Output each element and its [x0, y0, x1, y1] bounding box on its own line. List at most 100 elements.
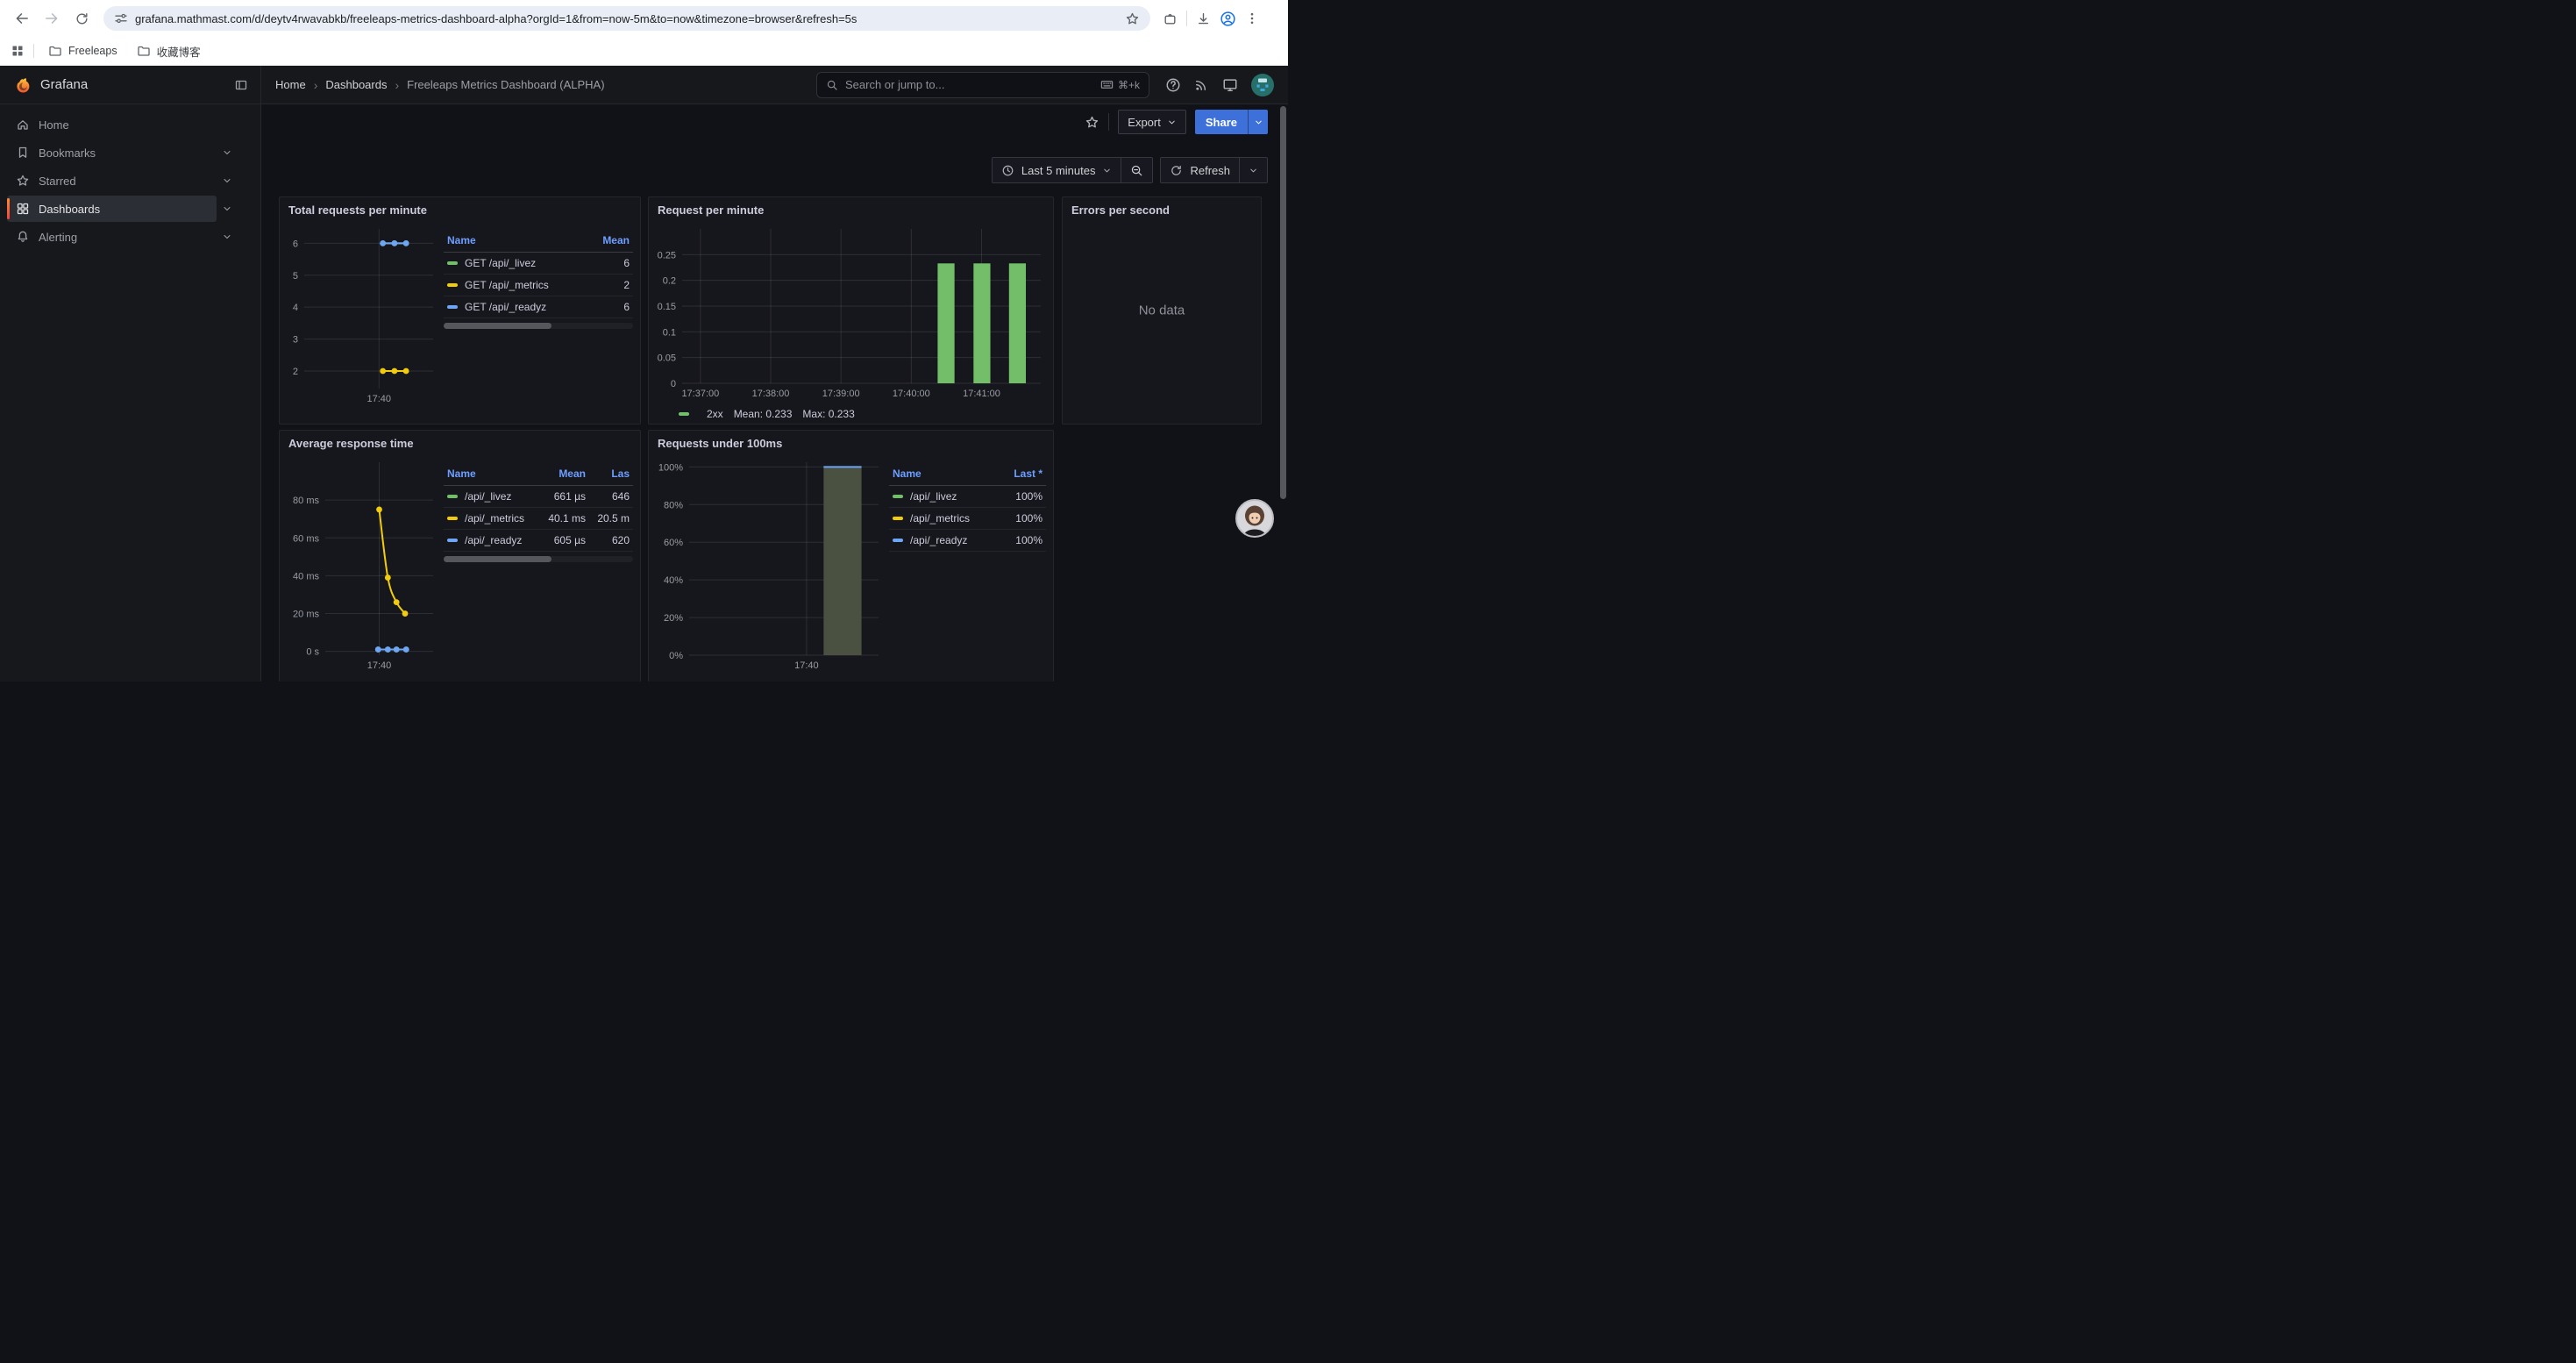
legend-scrollbar[interactable] — [444, 556, 633, 562]
panel-title[interactable]: Errors per second — [1071, 203, 1170, 217]
average-response-time-chart[interactable]: 17:40 80 ms 60 ms 40 ms 20 ms 0 s — [287, 455, 440, 674]
request-per-minute-chart[interactable]: 17:37:00 17:38:00 17:39:00 17:40:00 17:41:00… — [656, 222, 1048, 403]
legend-row[interactable]: /api/_livez 661 µs 646 — [444, 485, 633, 508]
sidebar-expand-bookmarks[interactable] — [217, 142, 238, 163]
sidebar-row-dashboards: Dashboards — [7, 196, 238, 222]
breadcrumb-separator: › — [395, 77, 400, 92]
sidebar-item-alerting[interactable]: Alerting — [7, 224, 217, 250]
refresh-interval-button[interactable] — [1239, 158, 1267, 182]
sidebar-row-home: Home — [7, 111, 238, 138]
chevron-down-icon — [1169, 120, 1175, 124]
legend-scrollbar-thumb[interactable] — [444, 323, 552, 329]
panel-title[interactable]: Request per minute — [658, 203, 765, 217]
legend-row[interactable]: GET /api/_livez 6 — [444, 252, 633, 275]
sidebar-item-label: Home — [39, 118, 69, 132]
browser-forward-button[interactable] — [39, 5, 65, 32]
grafana-logo-icon[interactable] — [12, 75, 32, 95]
search-input[interactable]: Search or jump to... ⌘+k — [816, 71, 1149, 98]
legend-row[interactable]: /api/_metrics 100% — [889, 507, 1046, 530]
legend-column-header[interactable]: Last * — [990, 466, 1046, 486]
panel-title[interactable]: Requests under 100ms — [658, 437, 783, 450]
apps-shortcut-icon[interactable] — [11, 44, 25, 58]
sidebar-expand-alerting[interactable] — [217, 226, 238, 247]
bell-icon — [18, 231, 28, 242]
legend-series-stat: Max: 0.233 — [802, 408, 855, 420]
time-range-picker[interactable]: Last 5 minutes — [993, 158, 1121, 182]
bookmark-folder-freeleaps[interactable]: Freeleaps — [43, 41, 123, 61]
legend-table: Name Last */api/_livez 100%/api/_metrics 10… — [889, 466, 1046, 552]
series-color-pill — [447, 517, 458, 520]
panel-title[interactable]: Total requests per minute — [288, 203, 427, 217]
legend-row[interactable]: /api/_livez 100% — [889, 485, 1046, 508]
svg-text:17:37:00: 17:37:00 — [681, 389, 719, 399]
extensions-icon[interactable] — [1163, 11, 1178, 26]
chevron-down-icon — [224, 179, 231, 182]
site-info-icon[interactable] — [114, 11, 128, 25]
share-menu-button[interactable] — [1248, 110, 1268, 134]
legend-column-header[interactable]: Name — [444, 466, 533, 486]
downloads-icon[interactable] — [1196, 11, 1211, 26]
panel-average-response-time: Average response time 17:40 80 ms 60 ms 40 … — [279, 430, 641, 682]
sidebar-toggle-icon[interactable] — [234, 78, 248, 92]
legend-row[interactable]: GET /api/_metrics 2 — [444, 274, 633, 296]
share-split-button: Share — [1194, 110, 1268, 134]
assistant-avatar[interactable] — [1235, 499, 1274, 538]
total-requests-chart[interactable]: 17:40 6 5 4 3 2 — [287, 222, 440, 408]
legend-column-header[interactable]: Mean — [586, 232, 633, 253]
legend-column-header[interactable]: Mean — [533, 466, 589, 486]
browser-back-button[interactable] — [9, 5, 35, 32]
legend-series-name[interactable]: 2xx — [707, 408, 723, 420]
monitor-icon[interactable] — [1222, 77, 1238, 93]
bookmarks-bar: Freeleaps 收藏博客 — [0, 37, 1288, 66]
browser-reload-button[interactable] — [68, 5, 95, 32]
panel-errors-per-second: Errors per second No data — [1062, 196, 1262, 425]
brand-name: Grafana — [40, 77, 89, 92]
sidebar-item-dashboards[interactable]: Dashboards — [7, 196, 217, 222]
sidebar-item-label: Dashboards — [39, 202, 101, 216]
breadcrumb-home[interactable]: Home — [275, 78, 306, 91]
browser-menu-icon[interactable] — [1245, 11, 1259, 25]
svg-text:17:38:00: 17:38:00 — [752, 389, 790, 399]
toolbar-divider — [1108, 113, 1110, 131]
share-button[interactable]: Share — [1194, 110, 1248, 134]
sidebar-item-label: Starred — [39, 174, 76, 188]
export-button[interactable]: Export — [1118, 110, 1186, 134]
panel-legend[interactable]: 2xx Mean: 0.233 Max: 0.233 — [679, 408, 1046, 420]
svg-text:60%: 60% — [664, 538, 683, 548]
legend-column-header[interactable]: Las — [589, 466, 633, 486]
refresh-label: Refresh — [1190, 163, 1230, 177]
legend-row[interactable]: GET /api/_readyz 6 — [444, 296, 633, 318]
requests-under-100ms-chart[interactable]: 17:40 100% 80% 60% 40% 20% 0% — [656, 455, 886, 674]
search-placeholder: Search or jump to... — [845, 78, 945, 91]
legend-row[interactable]: /api/_readyz 605 µs 620 — [444, 529, 633, 552]
bookmark-star-icon[interactable] — [1125, 11, 1140, 26]
app-header-left: Grafana — [0, 66, 261, 104]
legend-scrollbar[interactable] — [444, 323, 633, 329]
favorite-star-icon[interactable] — [1085, 115, 1099, 130]
address-bar[interactable]: grafana.mathmast.com/d/deytv4rwavabkb/fr… — [103, 6, 1150, 31]
sidebar-expand-starred[interactable] — [217, 170, 238, 191]
legend-column-header[interactable]: Name — [889, 466, 990, 486]
profile-icon[interactable] — [1220, 11, 1236, 27]
refresh-button[interactable]: Refresh — [1161, 158, 1239, 182]
news-rss-icon[interactable] — [1194, 77, 1209, 92]
breadcrumb-dashboards[interactable]: Dashboards — [325, 78, 388, 91]
user-avatar[interactable] — [1251, 73, 1274, 96]
sidebar-item-label: Alerting — [39, 230, 78, 244]
panel-title[interactable]: Average response time — [288, 437, 414, 450]
help-icon[interactable] — [1165, 77, 1181, 93]
sidebar-item-home[interactable]: Home — [7, 111, 238, 138]
home-icon — [18, 120, 28, 130]
zoom-out-button[interactable] — [1121, 158, 1152, 182]
sidebar-item-bookmarks[interactable]: Bookmarks — [7, 139, 217, 166]
legend-row[interactable]: /api/_metrics 40.1 ms 20.5 m — [444, 507, 633, 530]
sidebar-expand-dashboards[interactable] — [217, 198, 238, 219]
bookmark-folder-blogs[interactable]: 收藏博客 — [132, 40, 206, 62]
svg-text:0%: 0% — [669, 651, 683, 661]
page-scrollbar[interactable] — [1280, 106, 1286, 499]
legend-column-header[interactable]: Name — [444, 232, 586, 253]
legend-row[interactable]: /api/_readyz 100% — [889, 529, 1046, 552]
svg-text:40%: 40% — [664, 575, 683, 586]
legend-scrollbar-thumb[interactable] — [444, 556, 552, 562]
sidebar-item-starred[interactable]: Starred — [7, 168, 217, 194]
